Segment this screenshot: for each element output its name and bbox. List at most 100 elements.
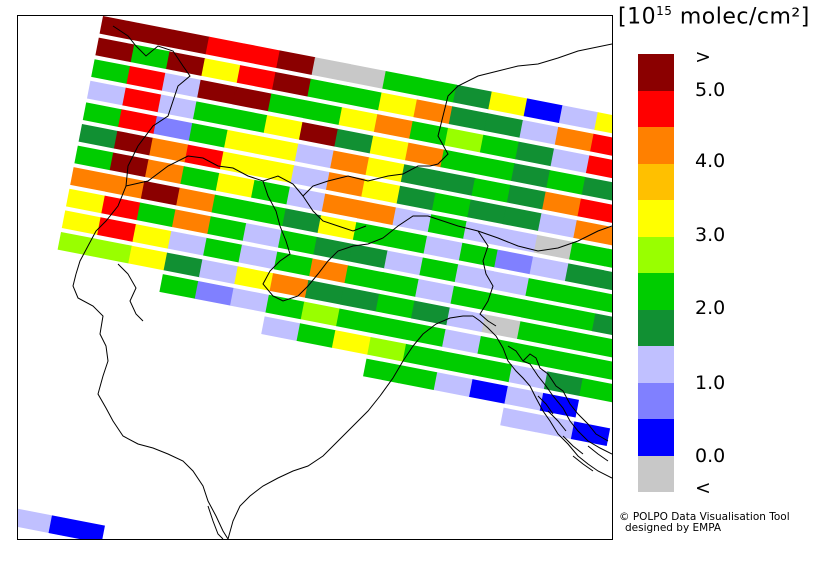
swath-pixel [471,177,511,203]
swath-pixel [211,194,251,220]
swath-pixel [504,386,544,411]
swath-pixel [205,36,245,62]
swath-pixel [573,220,612,245]
swath-pixel [537,213,578,238]
coastline-borders [72,25,612,539]
swath-pixel [388,228,428,254]
border-line [72,273,229,539]
swath-pixel [167,230,208,256]
swath-pixel [477,335,517,361]
swath-pixel [236,65,276,90]
swath-pixel [473,357,513,383]
swath-pixel [469,379,509,404]
swath-pixel [157,94,197,120]
swath-pixel [176,187,216,213]
swath-pixel [410,300,451,326]
swath-pixel [431,192,472,218]
swath-pixel [219,151,260,177]
swath-pixel [384,250,424,276]
swath-pixel [583,356,612,382]
swath-pixel [128,245,168,271]
swath-pixel [340,286,380,312]
island [572,455,594,472]
swath-pixel [348,243,388,269]
legend-swatch [638,419,674,456]
swath-pixel [171,209,212,235]
swath-pixel [382,70,422,96]
legend-swatch [638,200,674,237]
swath-pixel [570,421,611,447]
swath-pixel [240,43,281,69]
border-line [477,230,497,327]
border-line [125,43,612,197]
swath-pixel [490,271,530,296]
swath-pixel [581,176,612,202]
swath-pixel [352,222,393,247]
swath-pixel [251,179,291,205]
legend-label: < [695,477,711,499]
swath-pixel [585,155,612,180]
swath-pixel [65,188,106,214]
swath-pixel [61,210,102,235]
swath-pixel [521,299,561,325]
swath-pixel [516,321,557,346]
legend-swatch [638,455,674,492]
map-panel[interactable] [17,15,613,540]
swath-pixel [201,58,241,83]
swath-pixel [74,145,114,171]
swath-pixel [334,128,374,154]
color-legend-bar [638,54,674,492]
swath-pixel [246,201,287,227]
swath-pixel [363,358,403,384]
swath-pixel [91,59,131,84]
swath-pixel [475,156,515,181]
swath-pixel [224,129,264,155]
border-line [75,25,191,275]
swath-pixel [161,72,202,98]
swath-pixel [207,216,247,241]
swath-pixel [502,206,542,232]
swath-pixel [548,349,588,375]
swath-pixel [577,198,612,224]
swath-pixel [485,292,526,318]
swath-pixel [400,164,441,189]
coastline [522,353,609,442]
legend-swatch [638,54,674,91]
swath-pixel [550,148,590,174]
map-canvas[interactable] [18,16,612,539]
swath-pixel [118,109,158,134]
swath-pixel [556,306,596,332]
legend-label: 4.0 [695,150,726,172]
swath-pixel [454,264,494,289]
swath-pixel [452,84,493,110]
swath-pixel [344,265,384,290]
swath-pixel [535,414,575,440]
swath-pixel [417,77,457,103]
swath-pixel [494,249,534,275]
swath-pixel [105,174,145,199]
swath-pixel [309,258,349,284]
swath-pixel [57,231,97,257]
legend-swatch [638,127,674,164]
border-line [117,263,144,322]
swath-pixel [591,313,612,339]
swath-pixel [97,217,137,242]
swath-pixel [163,252,203,278]
swath-pixel [405,142,445,168]
swath-pixel [515,141,555,167]
swath-pixel [170,29,210,55]
swath-pixel [317,215,357,240]
swath-pixel [569,241,609,267]
swath-pixel [261,316,301,341]
swath-pixel [278,229,318,255]
swath-pixel [338,107,378,132]
swath-pixel [448,106,489,131]
swath-pixel [446,307,486,333]
swath-pixel [450,285,490,311]
swath-pixel [197,79,237,105]
swath-pixel [78,123,118,149]
swath-pixel [48,515,105,539]
swath-pixel [542,191,582,217]
border-line [262,180,612,302]
swath-pixel [263,115,303,140]
